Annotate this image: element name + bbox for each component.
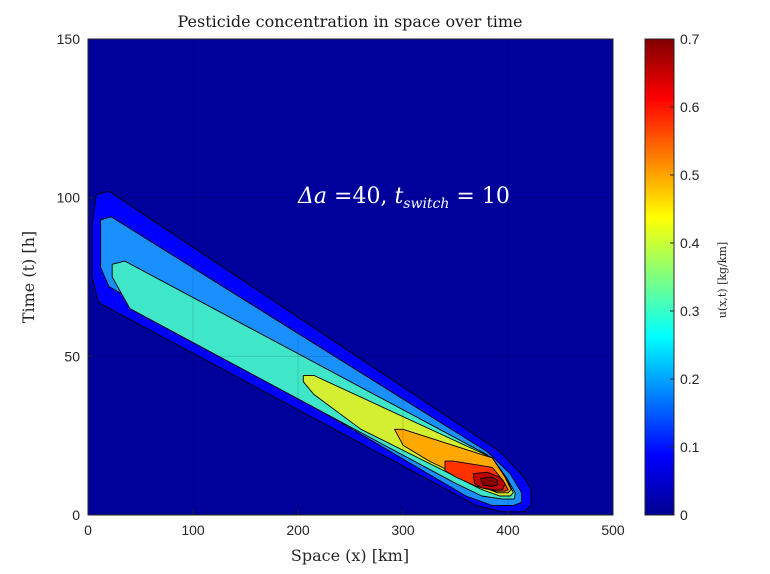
x-tick-label: 200 bbox=[286, 522, 310, 538]
x-tick-label: 300 bbox=[391, 522, 415, 538]
x-axis-label: Space (x) [km] bbox=[291, 546, 409, 565]
y-tick-label: 100 bbox=[57, 190, 81, 206]
colorbar-tick-label: 0.7 bbox=[680, 31, 700, 47]
colorbar-label: u(x,t) [kg/km] bbox=[716, 242, 729, 318]
contour-level-0.7 bbox=[480, 476, 498, 487]
x-tick-label: 400 bbox=[496, 522, 520, 538]
t-switch-value: = 10 bbox=[449, 184, 509, 209]
parameter-annotation: Δa =40, tswitch = 10 bbox=[297, 184, 510, 212]
grid-lines bbox=[88, 39, 613, 515]
colorbar-tick-label: 0.4 bbox=[680, 235, 700, 251]
colorbar-tick-label: 0.6 bbox=[680, 99, 700, 115]
x-axis-ticks: 0 100 200 300 400 500 bbox=[84, 510, 625, 538]
contour-regions bbox=[88, 39, 613, 515]
x-tick-label: 100 bbox=[181, 522, 205, 538]
chart-title: Pesticide concentration in space over ti… bbox=[177, 12, 522, 31]
colorbar-tick-label: 0 bbox=[680, 507, 688, 523]
colorbar-tick-label: 0.1 bbox=[680, 439, 700, 455]
t-symbol: t bbox=[394, 184, 403, 209]
y-axis-label: Time (t) [h] bbox=[19, 231, 38, 323]
y-tick-label: 150 bbox=[57, 31, 81, 47]
colorbar-ticks: 0 0.1 0.2 0.3 0.4 0.5 0.6 0.7 bbox=[670, 31, 700, 523]
t-subscript: switch bbox=[403, 196, 449, 212]
plot-frame bbox=[87, 38, 614, 516]
delta-a-symbol: Δa bbox=[297, 184, 327, 209]
y-tick-label: 0 bbox=[72, 507, 80, 523]
contour-level-0 bbox=[88, 39, 613, 515]
x-tick-label: 0 bbox=[84, 522, 92, 538]
delta-a-value: =40, bbox=[327, 184, 394, 209]
y-tick-label: 50 bbox=[64, 348, 80, 364]
colorbar-tick-label: 0.3 bbox=[680, 303, 700, 319]
x-tick-label: 500 bbox=[601, 522, 625, 538]
colorbar-tick-label: 0.5 bbox=[680, 167, 700, 183]
colorbar bbox=[644, 38, 675, 516]
y-axis-ticks: 0 50 100 150 bbox=[57, 31, 93, 523]
colorbar-tick-label: 0.2 bbox=[680, 371, 700, 387]
